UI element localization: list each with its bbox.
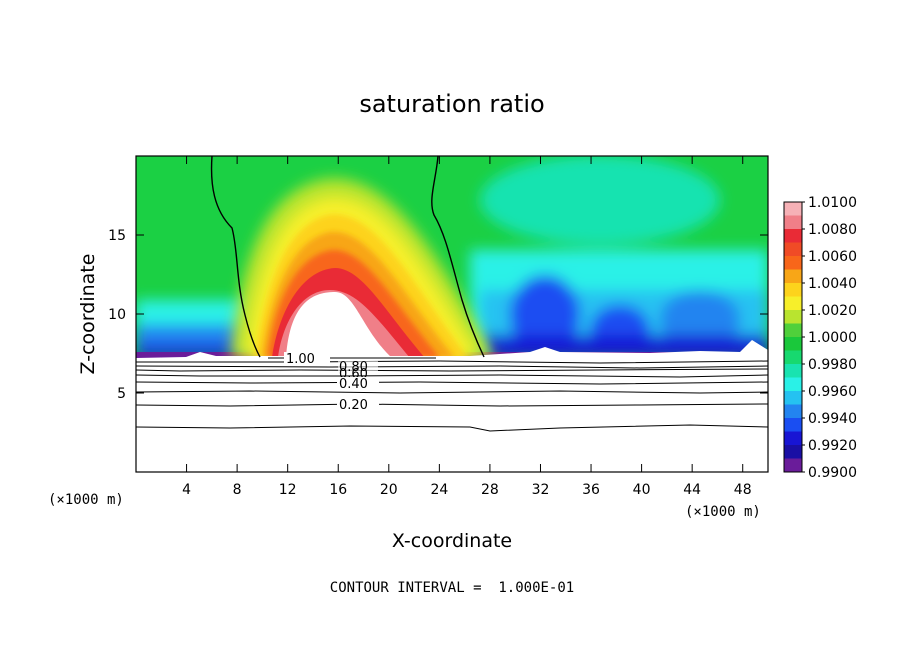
y-axis-label: Z-coordinate	[77, 254, 99, 375]
colorbar-swatch	[784, 229, 802, 243]
x-tick-label: 44	[683, 482, 701, 498]
lower-contours	[136, 357, 768, 432]
colorbar-swatch	[784, 215, 802, 229]
colorbar-swatch	[784, 310, 802, 324]
y-axis: 5 10 15	[108, 228, 768, 402]
colorbar-label: 1.0080	[808, 222, 857, 238]
colorbar-swatch	[784, 202, 802, 216]
colorbar-swatch	[784, 283, 802, 297]
colorbar-swatch	[784, 431, 802, 445]
colorbar-label: 1.0100	[808, 195, 857, 211]
x-tick-label: 24	[430, 482, 448, 498]
heatmap-field	[136, 156, 768, 472]
colorbar-label: 0.9960	[808, 384, 857, 400]
contour-interval-note: CONTOUR INTERVAL = 1.000E-01	[330, 580, 574, 596]
y-tick-label: 5	[117, 386, 126, 402]
colorbar-label: 0.9940	[808, 411, 857, 427]
x-tick-label: 16	[329, 482, 347, 498]
x-axis: 4 8 12 16 20 24 28 32 36 40 44 48	[182, 156, 752, 498]
colorbar-label: 1.0040	[808, 276, 857, 292]
colorbar-label: 0.9920	[808, 438, 857, 454]
x-axis-label: X-coordinate	[392, 530, 512, 552]
contour-label-1-00: 1.00	[286, 352, 315, 367]
colorbar-swatch	[784, 337, 802, 351]
colorbar-swatch	[784, 445, 802, 459]
colorbar-swatch	[784, 296, 802, 310]
x-tick-label: 32	[532, 482, 550, 498]
contour-labels: 1.00 0.80 0.60 0.40 0.20	[284, 352, 379, 413]
colorbar-label: 0.9900	[808, 465, 857, 481]
y-tick-label: 10	[108, 307, 126, 323]
x-tick-label: 36	[582, 482, 600, 498]
colorbar-swatch	[784, 404, 802, 418]
x-unit-label-right: (×1000 m)	[685, 504, 761, 520]
colorbar-swatch	[784, 364, 802, 378]
x-tick-label: 12	[279, 482, 297, 498]
colorbar-swatch	[784, 323, 802, 337]
plume	[230, 178, 495, 358]
colorbar-swatch	[784, 256, 802, 270]
x-tick-label: 40	[633, 482, 651, 498]
colorbar-swatch	[784, 418, 802, 432]
y-tick-label: 15	[108, 228, 126, 244]
x-tick-label: 48	[734, 482, 752, 498]
x-tick-label: 20	[380, 482, 398, 498]
x-tick-label: 28	[481, 482, 499, 498]
x-tick-label: 4	[182, 482, 191, 498]
colorbar-swatch	[784, 350, 802, 364]
colorbar-swatch	[784, 458, 802, 472]
colorbar-label: 1.0000	[808, 330, 857, 346]
colorbar-swatch	[784, 242, 802, 256]
x-tick-label: 8	[233, 482, 242, 498]
saturation-contours	[210, 156, 485, 358]
colorbar-label: 1.0060	[808, 249, 857, 265]
colorbar-swatch	[784, 391, 802, 405]
x-unit-label-left: (×1000 m)	[48, 492, 124, 508]
plot-area: 1.00 0.80 0.60 0.40 0.20	[136, 156, 768, 472]
colorbar-label: 1.0020	[808, 303, 857, 319]
contour-label-0-80: 0.80	[339, 360, 368, 375]
contour-label-0-20: 0.20	[339, 398, 368, 413]
colorbar-label: 0.9980	[808, 357, 857, 373]
colorbar-swatch	[784, 269, 802, 283]
chart-title: saturation ratio	[359, 90, 544, 118]
contour-label-0-40: 0.40	[339, 377, 368, 392]
colorbar-swatch	[784, 377, 802, 391]
colorbar: 1.0100 1.0080 1.0060 1.0040 1.0020 1.0000 0.99…	[783, 195, 857, 481]
